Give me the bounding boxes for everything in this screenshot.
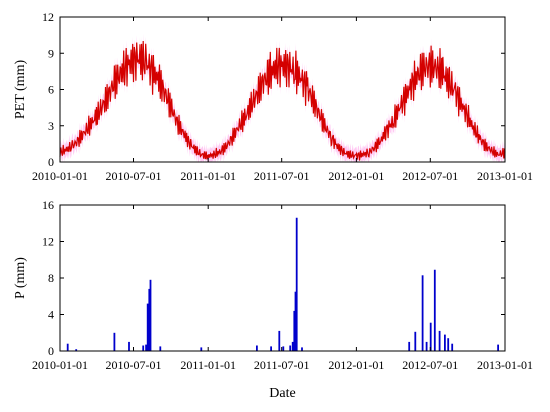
- x-tick-label: 2011-07-01: [254, 358, 310, 372]
- x-tick-label: 2012-07-01: [402, 358, 458, 372]
- x-tick-label: 2010-01-01: [32, 169, 88, 183]
- x-axis-title: Date: [269, 386, 295, 401]
- x-tick-label: 2010-07-01: [105, 358, 161, 372]
- pet-series-line: [59, 40, 506, 161]
- y-axis-title: P (mm): [13, 257, 28, 299]
- x-tick-label: 2012-07-01: [402, 169, 458, 183]
- plot-frame: [59, 204, 506, 352]
- x-tick-label: 2010-07-01: [105, 169, 161, 183]
- y-axis-title: PET (mm): [13, 60, 28, 120]
- y-tick-label: 3: [48, 119, 54, 133]
- y-tick-label: 16: [42, 198, 54, 212]
- y-tick-label: 6: [48, 83, 54, 97]
- y-tick-label: 0: [48, 344, 54, 358]
- y-tick-label: 8: [48, 271, 54, 285]
- x-tick-label: 2012-01-01: [328, 358, 384, 372]
- x-tick-label: 2011-01-01: [180, 358, 236, 372]
- x-tick-label: 2011-07-01: [254, 169, 310, 183]
- plot-frame: [59, 16, 506, 163]
- y-tick-label: 12: [42, 10, 54, 24]
- y-tick-label: 4: [48, 308, 54, 322]
- x-tick-label: 2010-01-01: [32, 358, 88, 372]
- y-tick-label: 0: [48, 155, 54, 169]
- x-tick-label: 2011-01-01: [180, 169, 236, 183]
- y-tick-label: 9: [48, 46, 54, 60]
- x-tick-label: 2013-01-01: [477, 358, 533, 372]
- x-tick-label: 2013-01-01: [477, 169, 533, 183]
- x-tick-label: 2012-01-01: [328, 169, 384, 183]
- pet-band: [60, 33, 505, 163]
- y-tick-label: 12: [42, 235, 54, 249]
